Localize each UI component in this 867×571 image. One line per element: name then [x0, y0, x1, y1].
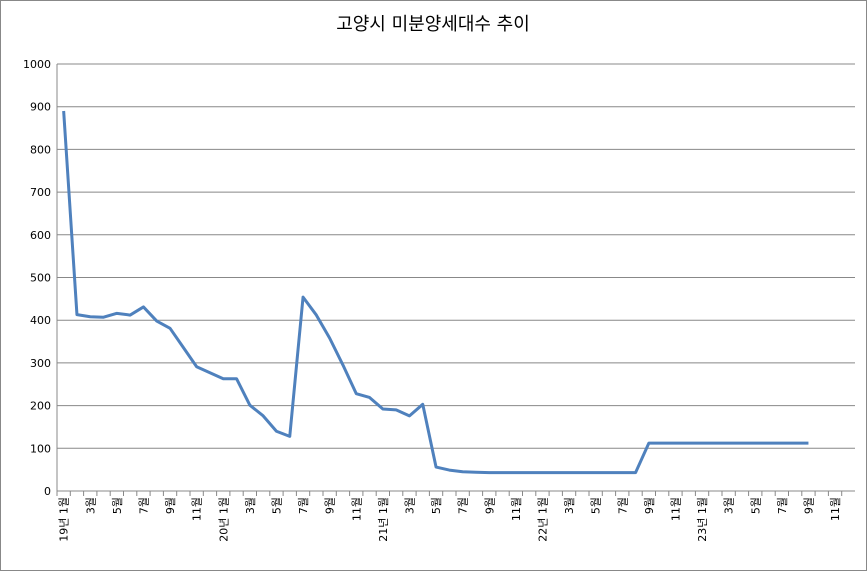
- x-tick-label: 20년 1월: [217, 497, 230, 542]
- x-tick-label: 11월: [510, 497, 523, 521]
- y-tick-label: 0: [44, 485, 51, 498]
- x-tick-label: 3월: [563, 497, 576, 514]
- chart-title: 고양시 미분양세대수 추이: [336, 14, 530, 35]
- y-tick-label: 200: [30, 400, 51, 413]
- x-tick-label: 9월: [483, 497, 496, 514]
- x-tick-label: 5월: [749, 497, 762, 514]
- data-line: [62, 110, 809, 475]
- y-tick-label: 1000: [23, 58, 51, 71]
- x-tick-label: 5월: [430, 497, 443, 514]
- y-tick-label: 300: [30, 357, 51, 370]
- x-tick-label: 7월: [616, 497, 629, 514]
- x-tick-label: 11월: [350, 497, 363, 521]
- x-tick-label: 9월: [643, 497, 656, 514]
- x-tick-label: 7월: [297, 497, 310, 514]
- y-tick-label: 100: [30, 442, 51, 455]
- x-tick-label: 5월: [111, 497, 124, 514]
- x-tick-label: 7월: [457, 497, 470, 514]
- x-tick-label: 23년 1월: [696, 497, 709, 542]
- y-tick-label: 600: [30, 229, 51, 242]
- x-tick-label: 11월: [829, 497, 842, 521]
- y-tick-label: 400: [30, 314, 51, 327]
- x-tick-label: 9월: [164, 497, 177, 514]
- x-tick-label: 9월: [802, 497, 815, 514]
- x-tick-label: 9월: [324, 497, 337, 514]
- x-tick-label: 22년 1월: [536, 497, 549, 542]
- x-tick-label: 3월: [723, 497, 736, 514]
- x-tick-label: 19년 1월: [58, 497, 71, 542]
- x-tick-label: 5월: [590, 497, 603, 514]
- y-tick-label: 700: [30, 186, 51, 199]
- y-tick-label: 800: [30, 143, 51, 156]
- y-tick-label: 900: [30, 101, 51, 114]
- x-tick-label: 11월: [191, 497, 204, 521]
- x-tick-label: 7월: [776, 497, 789, 514]
- x-tick-label: 7월: [137, 497, 150, 514]
- y-tick-label: 500: [30, 272, 51, 285]
- x-tick-label: 3월: [403, 497, 416, 514]
- x-tick-label: 5월: [270, 497, 283, 514]
- x-tick-label: 3월: [244, 497, 257, 514]
- x-tick-label: 3월: [84, 497, 97, 514]
- x-tick-label: 21년 1월: [377, 497, 390, 542]
- x-tick-label: 11월: [669, 497, 682, 521]
